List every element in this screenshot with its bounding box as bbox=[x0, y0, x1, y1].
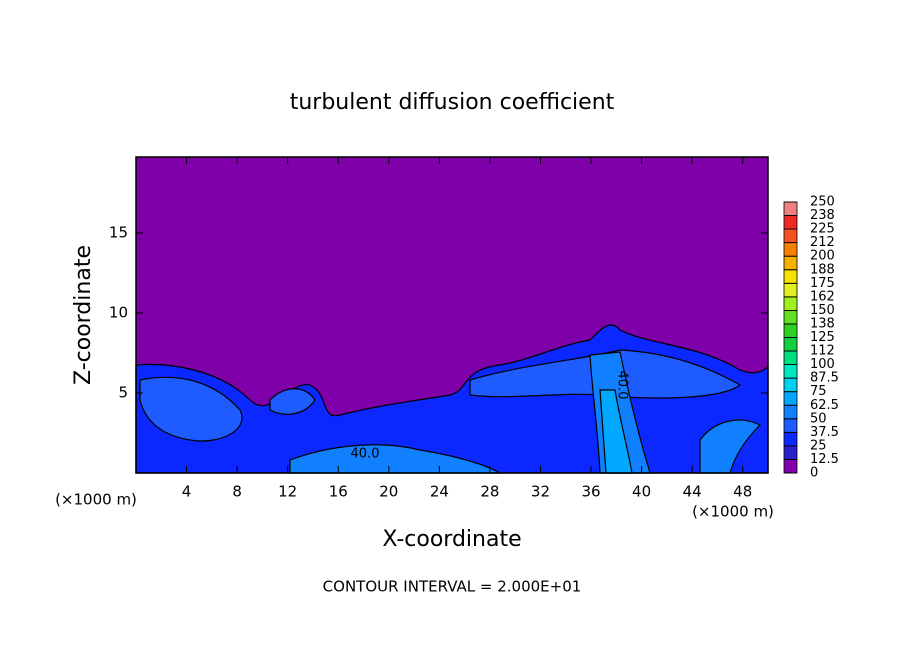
y-tick-label: 5 bbox=[118, 384, 128, 402]
plot-frame bbox=[135, 156, 769, 474]
footnote: CONTOUR INTERVAL = 2.000E+01 bbox=[323, 578, 582, 596]
colorbar-label: 12.5 bbox=[810, 452, 839, 467]
colorbar-cell bbox=[783, 309, 798, 325]
colorbar-cell bbox=[783, 255, 798, 271]
colorbar-label: 87.5 bbox=[810, 371, 839, 386]
colorbar-cell bbox=[783, 201, 798, 216]
x-tick-label: 4 bbox=[182, 483, 192, 501]
colorbar-cell bbox=[783, 323, 798, 338]
colorbar-cell bbox=[783, 459, 798, 474]
colorbar-cell bbox=[783, 391, 798, 406]
colorbar-label: 162 bbox=[810, 289, 835, 304]
colorbar-label: 250 bbox=[810, 195, 835, 210]
colorbar-cell bbox=[783, 431, 798, 447]
colorbar-cell bbox=[783, 242, 798, 257]
colorbar-cell bbox=[783, 364, 798, 379]
x-tick-label: 8 bbox=[232, 483, 242, 501]
chart-title: turbulent diffusion coefficient bbox=[290, 90, 615, 115]
colorbar-label: 25 bbox=[810, 438, 827, 453]
x-tick-label: 12 bbox=[278, 483, 297, 501]
x-tick-label: 32 bbox=[531, 483, 550, 501]
colorbar-cell bbox=[783, 215, 798, 230]
colorbar-cell bbox=[783, 282, 798, 298]
x-tick-label: 44 bbox=[683, 483, 702, 501]
colorbar-label: 125 bbox=[810, 330, 835, 345]
colorbar-label: 150 bbox=[810, 303, 835, 318]
x-tick-label: 28 bbox=[480, 483, 499, 501]
colorbar-label: 112 bbox=[810, 344, 835, 359]
y-axis-label: Z-coordinate bbox=[71, 245, 96, 385]
field-region bbox=[139, 376, 243, 442]
y-tick-label: 10 bbox=[109, 304, 128, 322]
x-axis-label: X-coordinate bbox=[382, 527, 521, 552]
colorbar-label: 37.5 bbox=[810, 425, 839, 440]
colorbar-label: 100 bbox=[810, 357, 835, 372]
colorbar-cell bbox=[783, 377, 798, 393]
colorbar-label: 175 bbox=[810, 276, 835, 291]
colorbar-label: 212 bbox=[810, 235, 835, 250]
x-tick-label: 16 bbox=[329, 483, 348, 501]
colorbar-cell bbox=[783, 337, 798, 352]
colorbar-cell bbox=[783, 445, 798, 460]
colorbar-cell bbox=[783, 404, 798, 420]
colorbar-cell bbox=[783, 418, 798, 433]
unit-label: (×1000 m) bbox=[692, 503, 774, 521]
field-region bbox=[289, 444, 501, 474]
x-tick-label: 48 bbox=[733, 483, 752, 501]
colorbar-label: 238 bbox=[810, 208, 835, 223]
field-region bbox=[699, 419, 762, 474]
colorbar-label: 225 bbox=[810, 222, 835, 237]
colorbar-label: 75 bbox=[810, 384, 827, 399]
colorbar-cell bbox=[783, 296, 798, 311]
y-tick-label: 15 bbox=[109, 224, 128, 242]
x-tick-label: 24 bbox=[430, 483, 449, 501]
contour-label: 40.0 bbox=[615, 371, 630, 400]
contour-label: 40.0 bbox=[351, 447, 380, 462]
colorbar-label: 200 bbox=[810, 249, 835, 264]
x-tick-label: 36 bbox=[581, 483, 600, 501]
colorbar-label: 138 bbox=[810, 316, 835, 331]
colorbar-label: 62.5 bbox=[810, 398, 839, 413]
field-region bbox=[269, 388, 316, 415]
colorbar-label: 0 bbox=[810, 466, 818, 481]
colorbar-label: 50 bbox=[810, 411, 827, 426]
x-tick-label: 20 bbox=[379, 483, 398, 501]
colorbar-cell bbox=[783, 269, 798, 284]
colorbar-cell bbox=[783, 350, 798, 365]
colorbar-label: 188 bbox=[810, 262, 835, 277]
field bbox=[135, 157, 769, 474]
unit-label: (×1000 m) bbox=[55, 491, 137, 509]
x-tick-label: 40 bbox=[632, 483, 651, 501]
colorbar-cell bbox=[783, 228, 798, 244]
